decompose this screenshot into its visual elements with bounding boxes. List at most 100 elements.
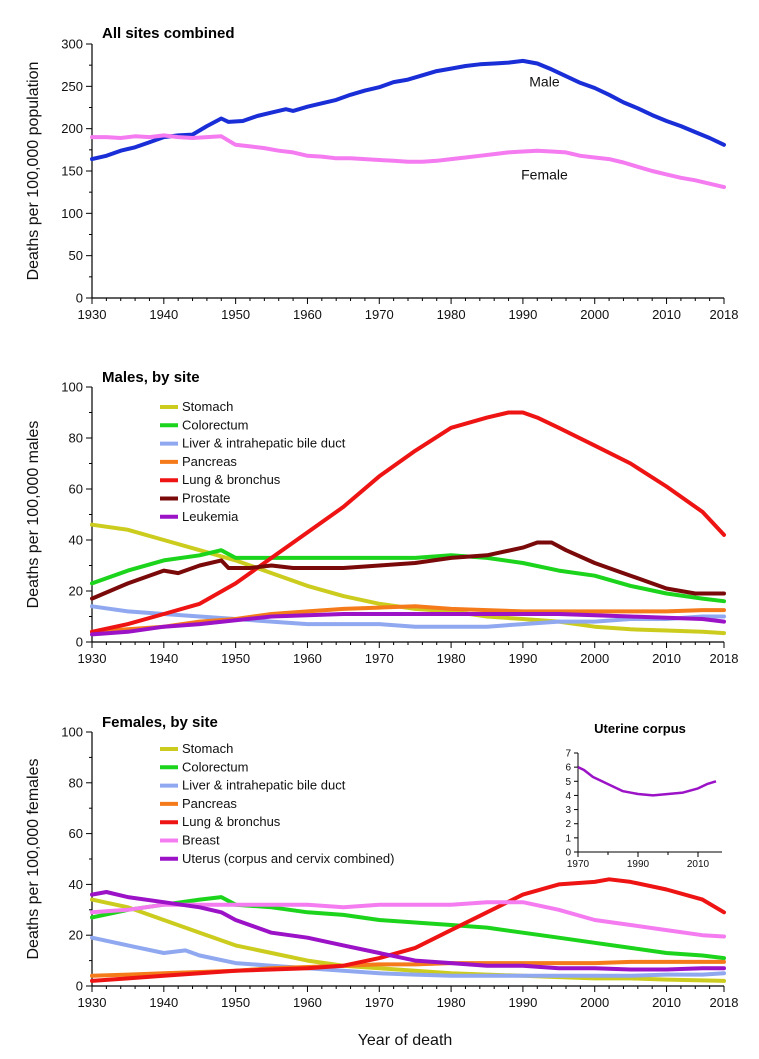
- panel3-inset-y-tick-label: 1: [565, 833, 571, 844]
- panel2-series-line-colorectum: [90, 548, 726, 604]
- panel1-y-axis-title: Deaths per 100,000 population: [25, 62, 42, 281]
- panel2-x-tick-label: 1940: [149, 651, 178, 666]
- panel2-legend-label: Prostate: [182, 491, 230, 506]
- panel3-x-tick-label: 1970: [365, 995, 394, 1010]
- panel2-y-tick-label: 80: [69, 431, 83, 446]
- panel1-x-tick-label: 1980: [437, 307, 466, 322]
- panel3-inset-x-tick-label: 1970: [567, 859, 590, 870]
- panel2-series-line-leukemia: [90, 612, 726, 637]
- panel2-title: Males, by site: [102, 369, 200, 386]
- panel3-x-tick-label: 2000: [580, 995, 609, 1010]
- panel3-x-tick-label: 1940: [149, 995, 178, 1010]
- panel2-series-line-pancreas: [90, 604, 726, 634]
- panel1-x-tick-label: 1970: [365, 307, 394, 322]
- panel2-legend-label: Lung & bronchus: [182, 472, 281, 487]
- panel3-y-tick-label: 0: [76, 979, 83, 994]
- panel3-inset-y-tick-label: 7: [565, 749, 571, 760]
- panel2-x-tick-label: 2018: [710, 651, 739, 666]
- panel1-x-tick-label: 2010: [652, 307, 681, 322]
- panel3-legend-label: Liver & intrahepatic bile duct: [182, 778, 346, 793]
- panel1-x-tick-label: 1960: [293, 307, 322, 322]
- panel1-title: All sites combined: [102, 25, 235, 42]
- panel2-y-tick-label: 60: [69, 482, 83, 497]
- panel1-y-tick-label: 150: [61, 164, 83, 179]
- panel2-legend-label: Leukemia: [182, 509, 239, 524]
- panel3-series-line-stomach: [90, 897, 726, 983]
- panel2-y-tick-label: 100: [61, 380, 83, 395]
- panel1-x-tick-label: 1930: [78, 307, 107, 322]
- panel3-inset-x-tick-label: 1990: [627, 859, 650, 870]
- panel2-x-tick-label: 2000: [580, 651, 609, 666]
- panel3-inset-x-tick-label: 2010: [687, 859, 710, 870]
- panel2-x-tick-label: 1990: [508, 651, 537, 666]
- panel3-inset-y-tick-label: 2: [565, 819, 571, 830]
- panel2-y-tick-label: 40: [69, 533, 83, 548]
- panel2-legend-label: Colorectum: [182, 417, 248, 432]
- panel3-x-tick-label: 1990: [508, 995, 537, 1010]
- panel1-x-tick-label: 2000: [580, 307, 609, 322]
- panel2-series-line-stomach: [90, 522, 726, 636]
- panel1-y-tick-label: 100: [61, 206, 83, 221]
- panel3-legend-label: Pancreas: [182, 796, 237, 811]
- panel3-inset-y-tick-label: 5: [565, 777, 571, 788]
- panel3-x-tick-label: 1950: [221, 995, 250, 1010]
- panel3-series-line-uterus-corpus-and-cervix-combined: [90, 890, 726, 972]
- panel3-series-line-colorectum: [90, 895, 726, 961]
- panel3-inset-y-tick-label: 4: [565, 791, 571, 802]
- panel1-y-tick-label: 250: [61, 79, 83, 94]
- panel1-annotation-male: Male: [529, 73, 560, 89]
- panel1-y-tick-label: 200: [61, 121, 83, 136]
- panel2-x-tick-label: 2010: [652, 651, 681, 666]
- panel3-y-axis-title: Deaths per 100,000 females: [25, 758, 42, 959]
- panel3-inset-y-tick-label: 0: [565, 848, 571, 859]
- panel2-x-tick-label: 1970: [365, 651, 394, 666]
- panel1-x-tick-label: 1990: [508, 307, 537, 322]
- panel1-y-tick-label: 0: [76, 291, 83, 306]
- panel3-x-tick-label: 2018: [710, 995, 739, 1010]
- panel3-legend-label: Lung & bronchus: [182, 814, 281, 829]
- panel2-x-tick-label: 1950: [221, 651, 250, 666]
- panel2-x-tick-label: 1960: [293, 651, 322, 666]
- panel3-inset-y-tick-label: 6: [565, 763, 571, 774]
- panel1-x-tick-label: 2018: [710, 307, 739, 322]
- panel3-inset-y-tick-label: 3: [565, 805, 571, 816]
- panel2-x-tick-label: 1930: [78, 651, 107, 666]
- x-axis-title: Year of death: [358, 1032, 453, 1049]
- panel2-legend-label: Stomach: [182, 399, 233, 414]
- panel3-x-tick-label: 2010: [652, 995, 681, 1010]
- panel3-legend-label: Uterus (corpus and cervix combined): [182, 851, 394, 866]
- panel3-legend-label: Stomach: [182, 741, 233, 756]
- panel2-legend-label: Pancreas: [182, 454, 237, 469]
- panel1-series-line-male: [90, 58, 726, 162]
- panel3-x-tick-label: 1960: [293, 995, 322, 1010]
- panel3-title: Females, by site: [102, 714, 218, 731]
- panel2-legend-label: Liver & intrahepatic bile duct: [182, 436, 346, 451]
- panel3-y-tick-label: 20: [69, 928, 83, 943]
- panel3-series-line-liver-intrahepatic-bile-duct: [90, 935, 726, 978]
- panel3-series-line-lung-bronchus: [90, 877, 726, 983]
- panel3-y-tick-label: 40: [69, 877, 83, 892]
- panel3-legend-label: Breast: [182, 833, 220, 848]
- panel2-y-axis-title: Deaths per 100,000 males: [25, 421, 42, 609]
- panel1-x-tick-label: 1950: [221, 307, 250, 322]
- panel3-inset-series-line: [577, 765, 717, 797]
- panel1-x-tick-label: 1940: [149, 307, 178, 322]
- panel3-y-tick-label: 100: [61, 725, 83, 740]
- panel3-series-line-breast: [90, 900, 726, 939]
- panel2-y-tick-label: 0: [76, 635, 83, 650]
- panel3-y-tick-label: 80: [69, 775, 83, 790]
- panel3-x-tick-label: 1930: [78, 995, 107, 1010]
- panel1-series-line-female: [90, 133, 726, 190]
- panel3-legend-label: Colorectum: [182, 759, 248, 774]
- panel1-y-tick-label: 50: [69, 248, 83, 263]
- panel2-series-line-lung-bronchus: [90, 410, 726, 634]
- panel3-x-tick-label: 1980: [437, 995, 466, 1010]
- panel2-series-line-liver-intrahepatic-bile-duct: [90, 604, 726, 629]
- panel2-series-line-prostate: [90, 540, 726, 601]
- panel2-y-tick-label: 20: [69, 584, 83, 599]
- panel2-x-tick-label: 1980: [437, 651, 466, 666]
- panel3-inset-title: Uterine corpus: [594, 721, 686, 736]
- panel1-annotation-female: Female: [521, 166, 568, 182]
- panel1-y-tick-label: 300: [61, 37, 83, 52]
